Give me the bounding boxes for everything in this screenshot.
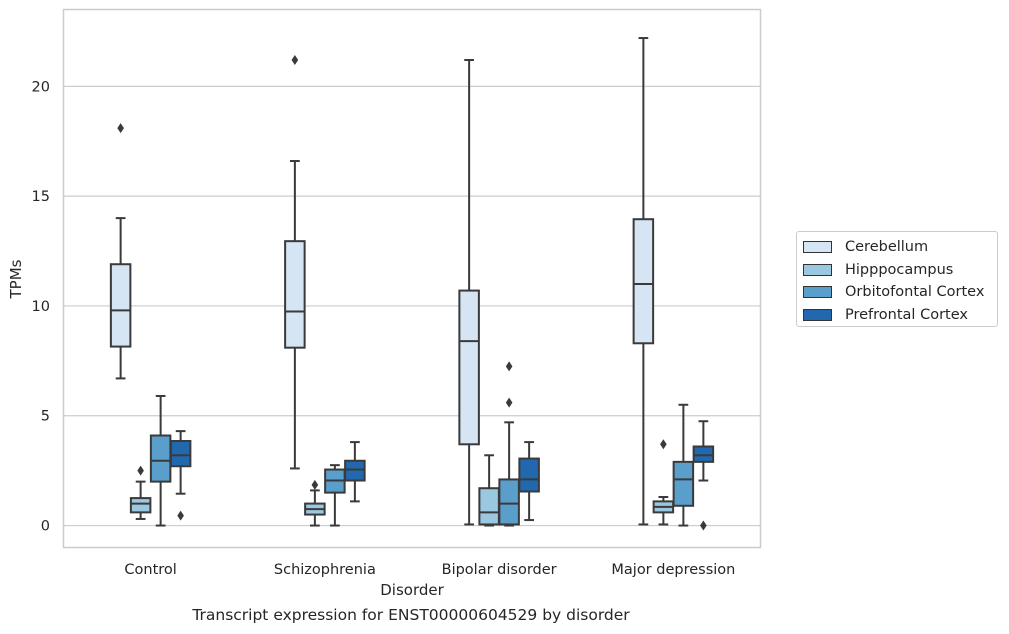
box-cerebellum: [284, 55, 306, 470]
legend-item: Orbitofontal Cortex: [803, 281, 997, 304]
box-iqr: [344, 459, 366, 482]
y-tick-label: 5: [41, 409, 50, 425]
x-axis-label: Disorder: [380, 581, 444, 599]
box-cerebellum: [632, 37, 655, 526]
legend-label: Hipppocampus: [845, 261, 954, 278]
box-iqr: [478, 487, 500, 526]
box-prefrontal-cortex: [344, 441, 366, 503]
box-iqr: [498, 478, 520, 526]
outlier-point: [660, 439, 667, 450]
outlier-point: [700, 520, 707, 531]
box-iqr: [284, 240, 306, 349]
outlier-point: [117, 123, 124, 134]
box-hipppocampus: [478, 454, 500, 527]
y-tick-label: 0: [41, 519, 50, 535]
box-prefrontal-cortex: [169, 430, 192, 521]
x-tick-labels: Control Schizophrenia Bipolar disorder Majo…: [124, 562, 735, 578]
box-orbitofontal-cortex: [149, 394, 172, 527]
box-hipppocampus: [652, 439, 675, 526]
outlier-point: [177, 510, 184, 521]
box-iqr: [692, 445, 715, 463]
box-iqr: [109, 263, 132, 348]
x-tick-label: Bipolar disorder: [442, 562, 557, 578]
legend-label: Prefrontal Cortex: [845, 306, 968, 323]
legend-swatch: [803, 286, 832, 299]
box-iqr: [672, 460, 695, 507]
legend-item: Prefrontal Cortex: [803, 304, 997, 327]
legend-label: Cerebellum: [845, 239, 929, 256]
box-iqr: [458, 289, 480, 446]
plot-frame: [62, 8, 762, 549]
outlier-point: [137, 465, 144, 476]
y-tick-labels: 0 5 10 15 20: [32, 79, 50, 534]
box-iqr: [129, 497, 152, 514]
outlier-point: [505, 361, 513, 372]
box-orbitofontal-cortex: [324, 464, 346, 527]
y-tick-label: 10: [32, 299, 50, 315]
y-axis-label: TPMs: [7, 259, 25, 299]
x-tick-label: Schizophrenia: [274, 562, 376, 578]
boxes: [109, 37, 715, 531]
figure-caption: Transcript expression for ENST0000060452…: [192, 606, 630, 624]
outlier-point: [505, 397, 513, 408]
box-hipppocampus: [129, 465, 152, 520]
box-orbitofontal-cortex: [498, 361, 520, 527]
box-orbitofontal-cortex: [672, 403, 695, 527]
box-hipppocampus: [304, 479, 326, 527]
legend-swatch: [803, 241, 832, 254]
outlier-point: [291, 55, 299, 66]
legend-label: Orbitofontal Cortex: [845, 284, 985, 301]
box-iqr: [169, 439, 192, 468]
y-tick-label: 20: [32, 79, 50, 95]
box-prefrontal-cortex: [692, 420, 715, 531]
box-iqr: [149, 434, 172, 483]
box-iqr: [632, 218, 655, 345]
y-tick-label: 15: [32, 189, 50, 205]
legend: Cerebellum Hipppocampus Orbitofontal Corte…: [796, 231, 998, 327]
legend-item: Hipppocampus: [803, 259, 997, 282]
outlier-point: [311, 479, 319, 490]
legend-swatch: [803, 263, 832, 276]
legend-swatch: [803, 308, 832, 321]
legend-item: Cerebellum: [803, 236, 997, 259]
box-cerebellum: [109, 123, 132, 380]
box-iqr: [518, 457, 540, 493]
box-prefrontal-cortex: [518, 441, 540, 522]
box-cerebellum: [458, 59, 480, 526]
x-tick-label: Major depression: [611, 562, 735, 578]
x-tick-label: Control: [124, 562, 176, 578]
